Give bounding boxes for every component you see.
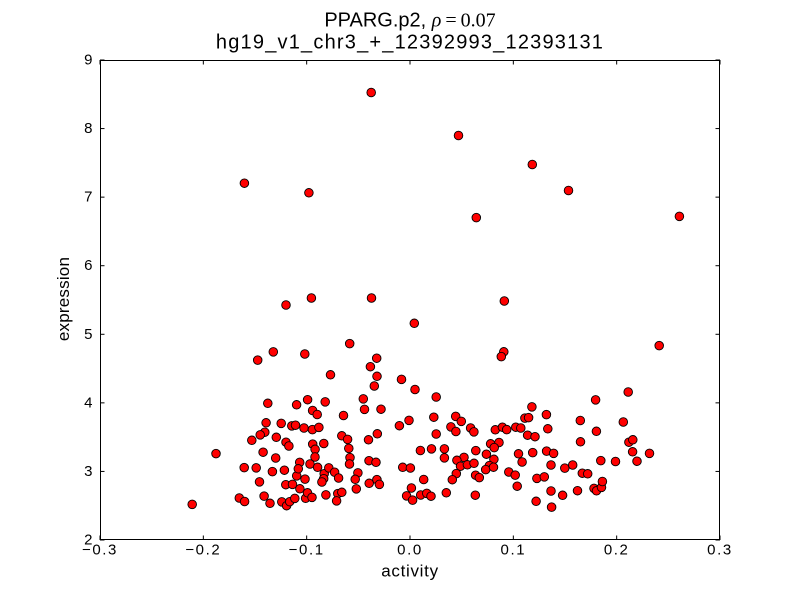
svg-text:7: 7 <box>84 189 92 206</box>
svg-text:3: 3 <box>84 463 92 480</box>
svg-text:−0.3: −0.3 <box>82 542 118 559</box>
svg-text:8: 8 <box>84 120 92 137</box>
svg-text:PPARG.p2, ρ = 0.07: PPARG.p2, ρ = 0.07 <box>324 10 495 32</box>
svg-text:−0.2: −0.2 <box>185 542 221 559</box>
svg-text:activity: activity <box>381 562 439 581</box>
svg-text:0.2: 0.2 <box>604 542 630 559</box>
svg-text:4: 4 <box>84 394 92 411</box>
svg-text:hg19_v1_chr3_+_12392993_123931: hg19_v1_chr3_+_12392993_12393131 <box>216 32 604 54</box>
svg-text:0.1: 0.1 <box>501 542 527 559</box>
svg-text:6: 6 <box>84 257 92 274</box>
svg-text:0.3: 0.3 <box>707 542 733 559</box>
svg-text:−0.1: −0.1 <box>289 542 325 559</box>
svg-text:9: 9 <box>84 52 92 69</box>
svg-text:5: 5 <box>84 326 92 343</box>
svg-text:expression: expression <box>54 257 73 341</box>
svg-text:0.0: 0.0 <box>397 542 423 559</box>
svg-text:2: 2 <box>84 532 92 549</box>
